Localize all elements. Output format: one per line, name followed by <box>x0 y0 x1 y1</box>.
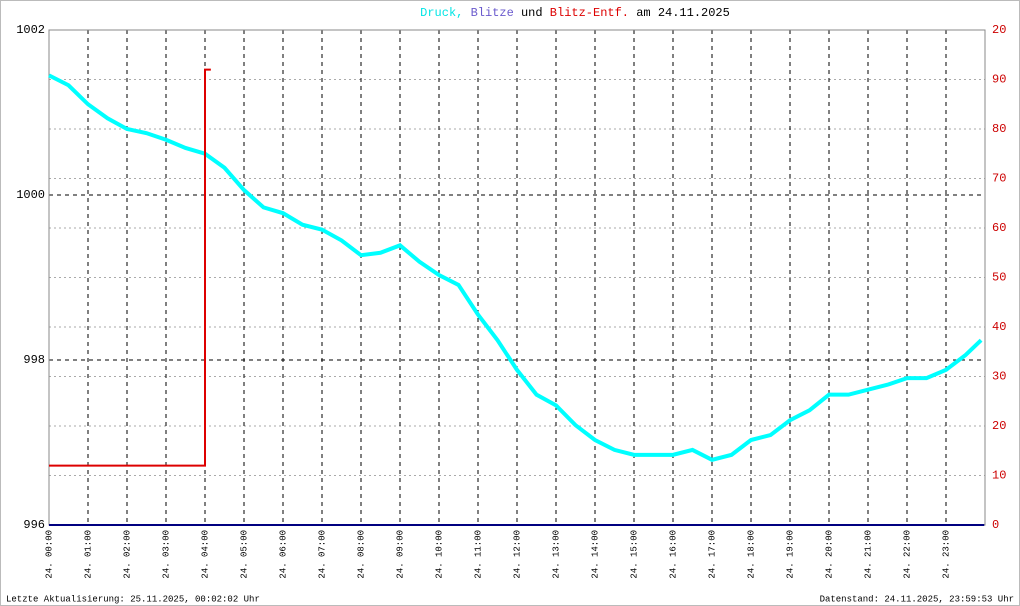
x-tick-label: 24. 17:00 <box>707 530 717 579</box>
x-tick-label: 24. 01:00 <box>83 530 93 579</box>
title-part: Blitze <box>471 6 514 20</box>
y2-tick-label: 30 <box>992 370 1006 384</box>
y2-tick-label: 70 <box>992 172 1006 186</box>
x-tick-label: 24. 04:00 <box>200 530 210 579</box>
title-part: und <box>521 6 543 20</box>
footer-left: Letzte Aktualisierung: 25.11.2025, 00:02… <box>6 594 260 604</box>
x-tick-label: 24. 08:00 <box>356 530 366 579</box>
x-tick-label: 24. 00:00 <box>44 530 54 579</box>
title-part: Druck, <box>420 6 463 20</box>
x-tick-label: 24. 05:00 <box>239 530 249 579</box>
x-tick-label: 24. 21:00 <box>863 530 873 579</box>
x-tick-label: 24. 10:00 <box>434 530 444 579</box>
series-line <box>49 68 211 467</box>
y2-tick-label: 20 <box>992 23 1006 37</box>
y-tick-label: 996 <box>23 518 45 532</box>
x-tick-label: 24. 22:00 <box>902 530 912 579</box>
x-tick-label: 24. 20:00 <box>824 530 834 579</box>
title-part: am 24.11.2025 <box>636 6 730 20</box>
x-tick-label: 24. 16:00 <box>668 530 678 579</box>
x-tick-label: 24. 11:00 <box>473 530 483 579</box>
x-tick-label: 24. 18:00 <box>746 530 756 579</box>
x-tick-label: 24. 07:00 <box>317 530 327 579</box>
x-tick-label: 24. 03:00 <box>161 530 171 579</box>
x-tick-label: 24. 14:00 <box>590 530 600 579</box>
x-tick-label: 24. 12:00 <box>512 530 522 579</box>
x-tick-label: 24. 23:00 <box>941 530 951 579</box>
x-tick-label: 24. 09:00 <box>395 530 405 579</box>
y2-tick-label: 20 <box>992 419 1006 433</box>
y2-tick-label: 60 <box>992 221 1006 235</box>
x-tick-label: 24. 13:00 <box>551 530 561 579</box>
y-tick-label: 1000 <box>16 188 45 202</box>
y2-tick-label: 0 <box>992 518 999 532</box>
x-tick-label: 24. 15:00 <box>629 530 639 579</box>
y2-tick-label: 40 <box>992 320 1006 334</box>
x-tick-label: 24. 19:00 <box>785 530 795 579</box>
chart-title: Druck, Blitze und Blitz-Entf. am 24.11.2… <box>420 6 730 20</box>
x-tick-label: 24. 02:00 <box>122 530 132 579</box>
x-tick-label: 24. 06:00 <box>278 530 288 579</box>
y2-tick-label: 80 <box>992 122 1006 136</box>
y2-tick-label: 10 <box>992 469 1006 483</box>
y2-tick-label: 90 <box>992 73 1006 87</box>
y2-tick-label: 50 <box>992 271 1006 285</box>
y-tick-label: 1002 <box>16 23 45 37</box>
title-part: Blitz-Entf. <box>550 6 629 20</box>
footer-right: Datenstand: 24.11.2025, 23:59:53 Uhr <box>820 594 1014 604</box>
y-tick-label: 998 <box>23 353 45 367</box>
